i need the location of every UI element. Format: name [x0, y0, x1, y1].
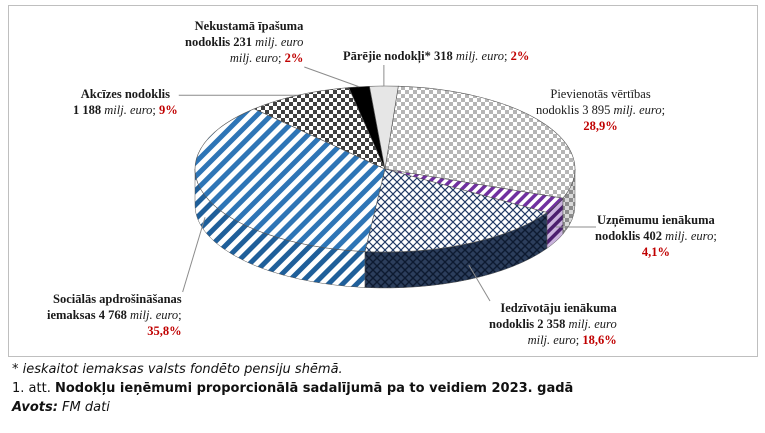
slice-percent: 4,1%	[641, 245, 670, 259]
slice-label-uin: Uzņēmumu ienākuma nodoklis 402 milj. eur…	[595, 213, 717, 259]
slice-name-line1: Sociālās apdrošināšanas	[53, 292, 182, 306]
slice-unit: milj. euro	[527, 333, 576, 347]
source-label: Avots:	[12, 400, 58, 415]
slice-label-pvn: Pievienotās vērtības nodoklis 3 895 milj…	[536, 87, 666, 133]
slice-value: 4 768	[98, 308, 127, 322]
pie-slice	[384, 85, 576, 199]
source-text: FM dati	[62, 400, 110, 415]
slice-value: 1 188	[73, 103, 102, 117]
caption-title: Nodokļu ieņēmumi proporcionālā sadalījum…	[54, 381, 574, 396]
slice-percent: 2%	[510, 49, 530, 63]
slice-value: 231	[233, 35, 253, 49]
slice-name-line2: nodoklis	[185, 35, 231, 49]
figure-caption: 1. att. Nodokļu ieņēmumi proporcionālā s…	[12, 381, 573, 396]
slice-unit: milj. euro	[229, 51, 278, 65]
figure-source: Avots: FM dati	[12, 400, 110, 415]
slice-value: 318	[433, 49, 453, 63]
slice-label-akcizes: Akcīzes nodoklis 1 188 milj. euro; 9%	[73, 87, 178, 117]
pie-slice	[194, 108, 386, 252]
slice-label-iin: Iedzīvotāju ienākuma nodoklis 2 358 milj…	[489, 301, 617, 347]
slice-name-line1: Iedzīvotāju ienākuma	[500, 301, 617, 315]
slice-percent: 2%	[284, 51, 304, 65]
slice-percent: 18,6%	[582, 333, 617, 347]
slice-name-line1: Nekustamā īpašuma	[194, 19, 304, 33]
slice-name-line1: Pārējie nodokļi*	[343, 49, 431, 63]
slice-name-line1: Uzņēmumu ienākuma	[597, 213, 715, 227]
slice-percent: 35,8%	[147, 324, 182, 338]
footnote: * ieskaitot iemaksas valsts fondēto pens…	[12, 362, 343, 377]
pie-slice	[364, 168, 548, 253]
slice-unit: milj. euro	[665, 229, 714, 243]
slice-unit: milj. euro	[104, 103, 153, 117]
pie-chart	[178, 65, 596, 302]
slice-name-line2: nodoklis	[489, 317, 535, 331]
chart-frame: Pievienotās vērtības nodoklis 3 895 milj…	[8, 5, 758, 357]
slice-value: 402	[643, 229, 663, 243]
slice-unit: milj. euro	[613, 103, 662, 117]
slice-unit: milj. euro	[568, 317, 617, 331]
slice-label-social: Sociālās apdrošināšanas iemaksas 4 768 m…	[47, 292, 182, 338]
footnote-text: * ieskaitot iemaksas valsts fondēto pens…	[12, 362, 343, 377]
slice-name-line1: Pievienotās vērtības	[550, 87, 651, 101]
slice-name-line2: nodoklis	[595, 229, 641, 243]
slice-unit: milj. euro	[455, 49, 504, 63]
slice-label-nip: Nekustamā īpašuma nodoklis 231 milj. eur…	[185, 19, 304, 65]
pie-slice	[369, 85, 399, 170]
slice-unit: milj. euro	[130, 308, 179, 322]
leader-line	[182, 217, 206, 293]
slice-name-line2: nodoklis	[536, 103, 580, 117]
slice-name-line2: iemaksas	[47, 308, 96, 322]
slice-percent: 28,9%	[583, 119, 618, 133]
slice-value: 3 895	[582, 103, 611, 117]
slice-unit: milj. euro	[255, 35, 304, 49]
slice-value: 2 358	[537, 317, 566, 331]
caption-number: 1. att.	[12, 381, 51, 396]
slice-name-line1: Akcīzes nodoklis	[80, 87, 171, 101]
leader-line	[304, 66, 360, 88]
slice-label-parejie: Pārējie nodokļi* 318 milj. euro; 2%	[343, 49, 530, 63]
slice-percent: 9%	[159, 103, 178, 117]
leader-line	[468, 264, 491, 302]
